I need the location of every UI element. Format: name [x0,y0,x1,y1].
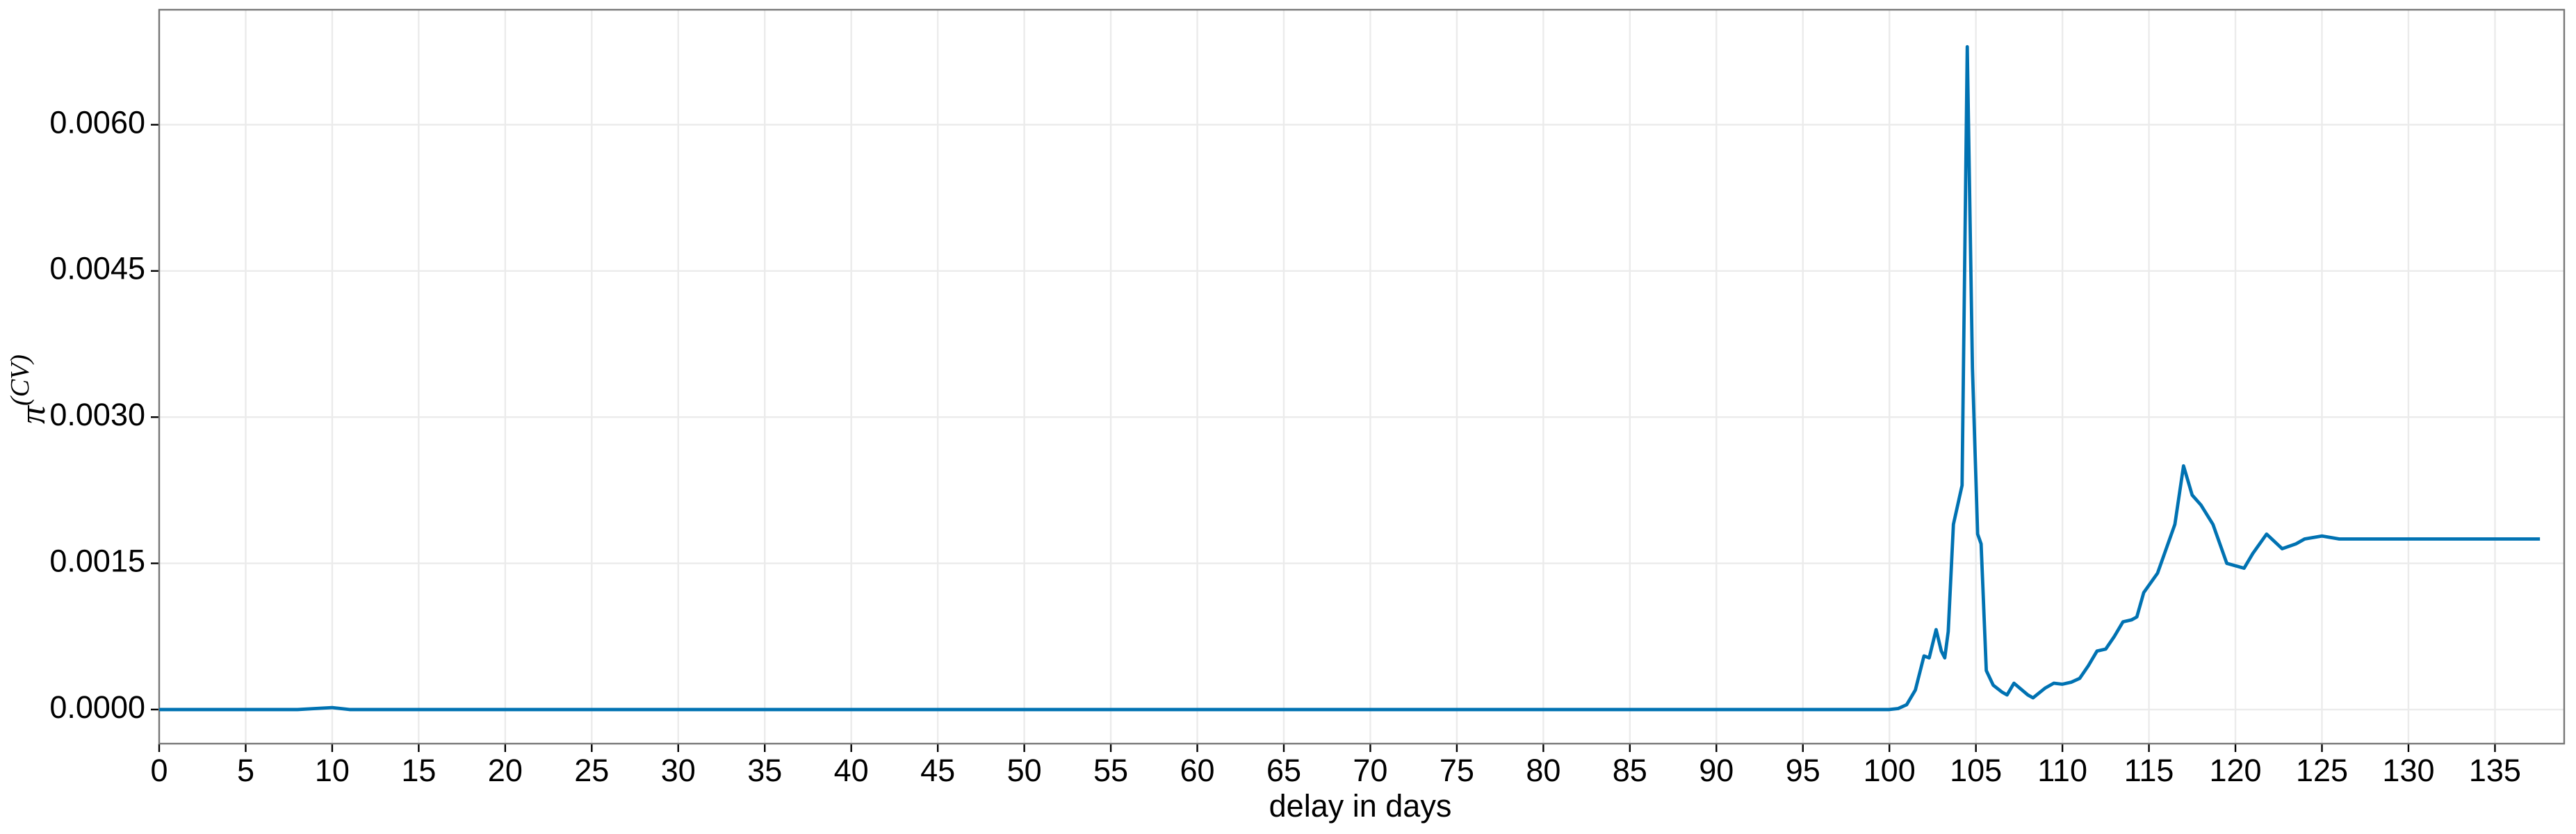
y-tick-label: 0.0030 [49,397,145,432]
x-tick-label: 120 [2210,753,2262,788]
x-tick-label: 40 [834,753,869,788]
x-tick-label: 45 [920,753,955,788]
x-tick-label: 50 [1007,753,1042,788]
y-axis-label-superscript: (CV) [6,354,35,406]
x-tick-label: 130 [2382,753,2434,788]
x-tick-label: 20 [488,753,523,788]
y-tick-label: 0.0060 [49,104,145,140]
x-tick-label: 100 [1864,753,1916,788]
y-tick-label: 0.0045 [49,251,145,286]
x-tick-label: 70 [1353,753,1387,788]
x-tick-label: 95 [1786,753,1820,788]
x-tick-label: 60 [1180,753,1214,788]
x-tick-label: 0 [150,753,168,788]
x-tick-label: 105 [1950,753,2002,788]
y-tick-label: 0.0000 [49,689,145,725]
x-tick-label: 15 [401,753,436,788]
x-tick-label: 25 [574,753,609,788]
x-tick-label: 30 [661,753,696,788]
x-tick-label: 90 [1699,753,1734,788]
x-tick-label: 35 [747,753,782,788]
x-tick-label: 115 [2124,753,2174,788]
x-tick-label: 55 [1093,753,1128,788]
line-series [159,44,2541,712]
plot-frame [158,8,2566,745]
x-tick-label: 5 [237,753,254,788]
y-tick-label: 0.0015 [49,543,145,578]
x-axis-label: delay in days [1269,788,1452,824]
x-tick-label: 75 [1440,753,1474,788]
x-tick-label: 80 [1526,753,1560,788]
y-axis-label: π(CV) [6,354,53,424]
y-axis-label-base: π [13,404,53,424]
x-tick-label: 110 [2037,753,2087,788]
x-tick-label: 85 [1613,753,1647,788]
x-tick-label: 10 [315,753,350,788]
x-tick-label: 125 [2296,753,2348,788]
x-tick-label: 65 [1266,753,1301,788]
x-tick-label: 135 [2469,753,2521,788]
